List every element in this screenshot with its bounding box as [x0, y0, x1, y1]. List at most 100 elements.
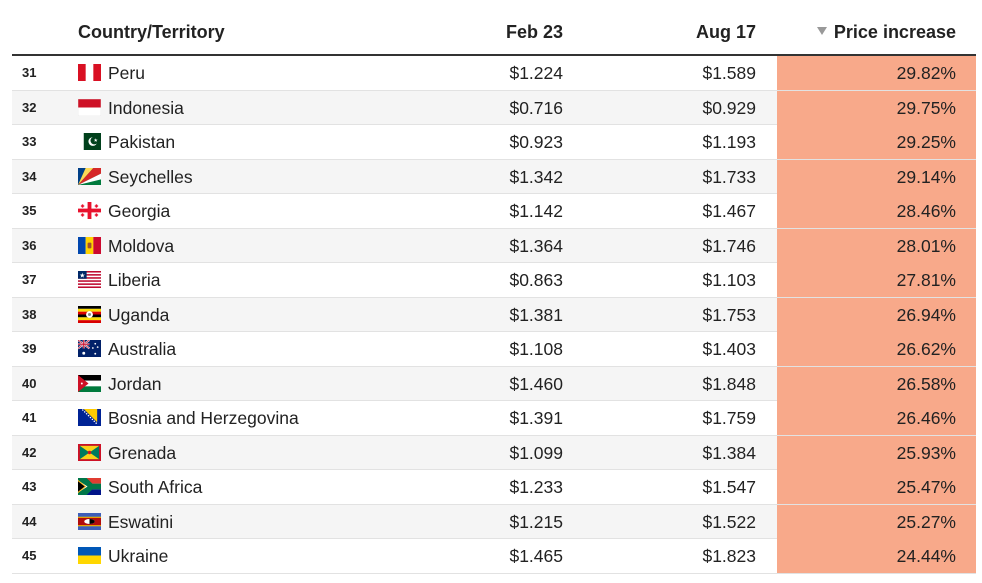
- price-increase-cell: 26.58%: [777, 366, 976, 401]
- rank-cell: 39: [22, 341, 37, 356]
- country-cell: Grenada: [108, 442, 177, 463]
- feb-price-cell: $1.460: [509, 373, 563, 394]
- aug-price-cell: $1.193: [702, 132, 756, 152]
- country-cell: South Africa: [108, 477, 203, 497]
- price-increase-cell: 26.94%: [777, 297, 976, 332]
- table-row: 41 Bosnia and Herzegovina $1.391 $1.759 26.4…: [12, 401, 976, 436]
- aug-price-cell: $1.403: [702, 339, 756, 359]
- aug-price-cell: $1.384: [702, 442, 756, 463]
- feb-price-cell: $1.142: [509, 201, 563, 221]
- country-cell: Eswatini: [108, 511, 174, 532]
- bosnia-flag-icon: [78, 409, 101, 426]
- country-cell: Liberia: [108, 270, 161, 290]
- rank-cell: 34: [22, 168, 37, 184]
- south-africa-flag-icon: [78, 478, 101, 495]
- aug-price-cell: $1.759: [702, 408, 756, 428]
- aug-price-cell: $1.733: [702, 166, 756, 187]
- country-cell: Pakistan: [108, 132, 176, 152]
- table-row: 34 Seychelles $1.342 $1.733 29.14%: [12, 159, 976, 194]
- aug-price-cell: $1.823: [702, 546, 756, 566]
- feb-price-cell: $1.364: [509, 235, 563, 256]
- table-row: 45 Ukraine $1.465 $1.823 24.44%: [12, 539, 976, 574]
- rank-cell: 44: [22, 513, 37, 529]
- rank-cell: 36: [22, 237, 37, 253]
- feb-price-cell: $1.391: [509, 408, 563, 428]
- header-price-increase[interactable]: Price increase: [816, 22, 956, 43]
- table-row: 42 Grenada $1.099 $1.384 25.93%: [12, 435, 976, 470]
- sort-desc-icon: [816, 27, 827, 36]
- price-increase-cell: 29.75%: [777, 90, 976, 125]
- seychelles-flag-icon: [78, 167, 101, 185]
- country-cell: Jordan: [108, 373, 162, 394]
- table-row: 39 Australia $1.108 $1.403 26.62%: [12, 332, 976, 367]
- header-feb[interactable]: Feb 23: [505, 22, 563, 42]
- rank-cell: 45: [22, 548, 37, 563]
- aug-price-cell: $1.547: [702, 477, 756, 497]
- price-increase-cell: 29.82%: [777, 56, 976, 90]
- peru-flag-icon: [78, 64, 101, 81]
- aug-price-cell: $1.753: [702, 304, 756, 325]
- table-row: 38 Uganda $1.381 $1.753 26.94%: [12, 297, 976, 332]
- price-increase-cell: 27.81%: [777, 263, 976, 297]
- country-cell: Indonesia: [108, 97, 184, 118]
- feb-price-cell: $1.342: [509, 166, 563, 187]
- feb-price-cell: $1.108: [509, 339, 563, 359]
- country-cell: Georgia: [108, 201, 171, 221]
- country-cell: Australia: [108, 339, 177, 359]
- table-row: 37 Liberia $0.863 $1.103 27.81%: [12, 263, 976, 298]
- aug-price-cell: $1.467: [702, 201, 756, 221]
- feb-price-cell: $1.465: [509, 546, 563, 566]
- price-increase-cell: 26.46%: [777, 401, 976, 435]
- table-row: 44 Eswatini $1.215 $1.522 25.27%: [12, 504, 976, 539]
- feb-price-cell: $0.716: [509, 97, 563, 118]
- header-country[interactable]: Country/Territory: [78, 22, 225, 42]
- price-increase-cell: 24.44%: [777, 539, 976, 573]
- aug-price-cell: $1.589: [702, 63, 756, 83]
- aug-price-cell: $0.929: [702, 97, 756, 118]
- table-body: 31 Peru $1.224 $1.589 29.82% 32 Indonesia $0.71…: [12, 56, 976, 574]
- rank-cell: 42: [22, 444, 37, 460]
- feb-price-cell: $1.233: [509, 477, 563, 497]
- country-cell: Uganda: [108, 304, 170, 325]
- price-increase-cell: 25.93%: [777, 435, 976, 470]
- rank-cell: 31: [22, 65, 37, 80]
- rank-cell: 32: [22, 99, 37, 115]
- ukraine-flag-icon: [78, 547, 101, 564]
- rank-cell: 41: [22, 410, 37, 425]
- moldova-flag-icon: [78, 236, 101, 254]
- aug-price-cell: $1.103: [702, 270, 756, 290]
- price-increase-cell: 29.14%: [777, 159, 976, 194]
- rank-cell: 35: [22, 203, 37, 218]
- header-price-increase-label: Price increase: [833, 22, 956, 42]
- price-increase-cell: 28.01%: [777, 228, 976, 263]
- feb-price-cell: $1.224: [509, 63, 563, 83]
- country-cell: Bosnia and Herzegovina: [108, 408, 299, 428]
- rank-cell: 33: [22, 134, 37, 149]
- country-cell: Peru: [108, 63, 145, 83]
- aug-price-cell: $1.848: [702, 373, 756, 394]
- feb-price-cell: $1.099: [509, 442, 563, 463]
- price-increase-cell: 28.46%: [777, 194, 976, 228]
- fuel-price-table: Country/Territory Feb 23 Aug 17 Price in…: [12, 14, 976, 574]
- table-row: 43 South Africa $1.233 $1.547 25.47%: [12, 470, 976, 505]
- liberia-flag-icon: [78, 271, 101, 288]
- aug-price-cell: $1.522: [702, 511, 756, 532]
- price-increase-cell: 26.62%: [777, 332, 976, 366]
- table-row: 31 Peru $1.224 $1.589 29.82%: [12, 56, 976, 91]
- pakistan-flag-icon: [78, 133, 101, 150]
- rank-cell: 38: [22, 306, 37, 322]
- header-aug[interactable]: Aug 17: [695, 22, 756, 42]
- eswatini-flag-icon: [78, 512, 101, 530]
- rank-cell: 40: [22, 375, 37, 391]
- rank-cell: 37: [22, 272, 37, 287]
- feb-price-cell: $0.923: [509, 132, 563, 152]
- table-header: Country/Territory Feb 23 Aug 17 Price in…: [12, 14, 976, 56]
- indonesia-flag-icon: [78, 98, 101, 116]
- table-row: 36 Moldova $1.364 $1.746 28.01%: [12, 228, 976, 263]
- georgia-flag-icon: [78, 202, 101, 219]
- country-cell: Ukraine: [108, 546, 169, 566]
- feb-price-cell: $1.215: [509, 511, 563, 532]
- feb-price-cell: $1.381: [509, 304, 563, 325]
- australia-flag-icon: [78, 340, 101, 357]
- table-row: 32 Indonesia $0.716 $0.929 29.75%: [12, 90, 976, 125]
